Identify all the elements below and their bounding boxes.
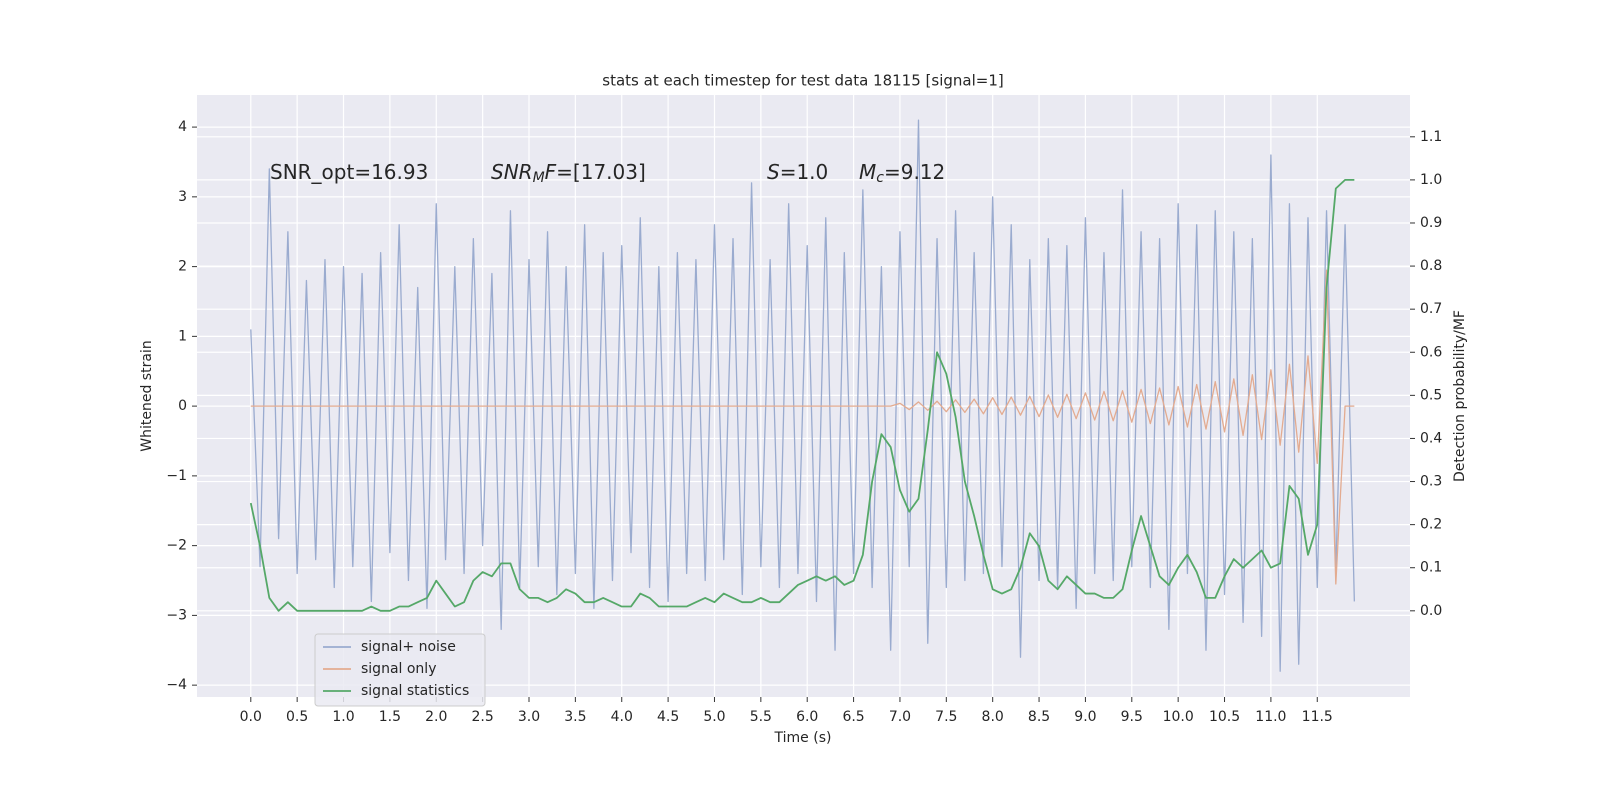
annotation-part: M <box>859 160 876 184</box>
grid <box>192 95 1415 702</box>
series-line <box>250 269 1355 585</box>
y-tick-label: 2 <box>178 259 187 275</box>
series-line <box>249 178 1355 612</box>
x-tick-label: 2.5 <box>471 709 493 725</box>
y2-tick-label: 0.9 <box>1420 215 1442 231</box>
y2-tick-label: 0.4 <box>1420 430 1442 446</box>
annotation: SNRMF=[17.03] <box>491 160 646 187</box>
y-tick-label: 0 <box>178 398 187 414</box>
legend-label: signal only <box>361 661 436 677</box>
y2-tick-label: 0.6 <box>1420 344 1442 360</box>
y-tick-label: 3 <box>178 189 187 205</box>
y-tick-label: 4 <box>178 119 187 135</box>
annotation-part: F <box>545 160 557 184</box>
y2-tick-label: 0.1 <box>1420 560 1442 576</box>
y-tick-label: 1 <box>178 328 187 344</box>
y2-tick-label: 0.2 <box>1420 517 1442 533</box>
x-tick-label: 5.5 <box>750 709 772 725</box>
legend-box <box>314 633 486 707</box>
y2-axis-label: Detection probability/MF <box>1452 310 1468 482</box>
y-tick-label: −3 <box>166 607 187 623</box>
x-tick-label: 10.0 <box>1163 709 1194 725</box>
annotation-part: =[17.03] <box>556 160 646 184</box>
x-tick-label: 2.0 <box>425 709 447 725</box>
x-tick-label: 0.0 <box>240 709 262 725</box>
y2-tick-label: 0.3 <box>1420 474 1442 490</box>
x-tick-label: 9.5 <box>1121 709 1143 725</box>
x-tick-label: 3.5 <box>564 709 586 725</box>
y2-tick-label: 0.0 <box>1420 603 1442 619</box>
y2-tick-label: 0.8 <box>1420 258 1442 274</box>
x-tick-label: 7.5 <box>935 709 957 725</box>
labels: 0.0 0.5 1.0 1.5 2.0 2.5 3.0 3.5 4.0 4.5 5.0 5.5 6.0 6… <box>166 119 1442 725</box>
annotation-part: c <box>876 170 884 186</box>
x-tick-label: 11.5 <box>1302 709 1333 725</box>
y2-tick-label: 0.5 <box>1420 387 1442 403</box>
x-tick-label: 1.5 <box>379 709 401 725</box>
x-tick-label: 3.0 <box>518 709 540 725</box>
y2-tick-label: 1.1 <box>1420 129 1442 145</box>
annotation: S=1.0 <box>767 160 828 184</box>
x-tick-label: 1.0 <box>332 709 354 725</box>
x-axis-label: Time (s) <box>774 730 832 746</box>
x-tick-label: 6.5 <box>842 709 864 725</box>
x-tick-label: 4.5 <box>657 709 679 725</box>
y-axis-label: Whitened strain <box>139 340 155 451</box>
annotation-part: =1.0 <box>780 160 829 184</box>
annotation-part: M <box>533 170 545 186</box>
y-tick-label: −4 <box>166 677 187 693</box>
chart-title: stats at each timestep for test data 181… <box>602 72 1003 90</box>
annotation-part: =9.12 <box>884 160 945 184</box>
annotation: SNR_opt=16.93 <box>270 160 428 184</box>
x-tick-label: 10.5 <box>1209 709 1240 725</box>
x-tick-label: 11.0 <box>1255 709 1286 725</box>
annotation: Mc=9.12 <box>859 160 945 187</box>
y2-tick-label: 1.0 <box>1420 172 1442 188</box>
x-tick-label: 0.5 <box>286 709 308 725</box>
legend-label: signal statistics <box>361 683 469 699</box>
x-tick-label: 8.5 <box>1028 709 1050 725</box>
legend-label: signal+ noise <box>361 639 456 655</box>
x-tick-label: 4.0 <box>611 709 633 725</box>
legend: signal+ noise signal only signal statistic… <box>314 633 486 707</box>
annotation-part: SNR_opt=16.93 <box>270 160 428 184</box>
x-tick-label: 7.0 <box>889 709 911 725</box>
series-line <box>250 119 1356 672</box>
annotation-part: SNR <box>491 160 533 184</box>
x-tick-label: 6.0 <box>796 709 818 725</box>
marks <box>249 119 1356 672</box>
annotation-part: S <box>767 160 780 184</box>
x-tick-label: 9.0 <box>1074 709 1096 725</box>
y2-tick-label: 0.7 <box>1420 301 1442 317</box>
y-tick-label: −2 <box>166 538 187 554</box>
x-tick-label: 8.0 <box>982 709 1004 725</box>
x-tick-label: 5.0 <box>703 709 725 725</box>
y-tick-label: −1 <box>166 468 187 484</box>
